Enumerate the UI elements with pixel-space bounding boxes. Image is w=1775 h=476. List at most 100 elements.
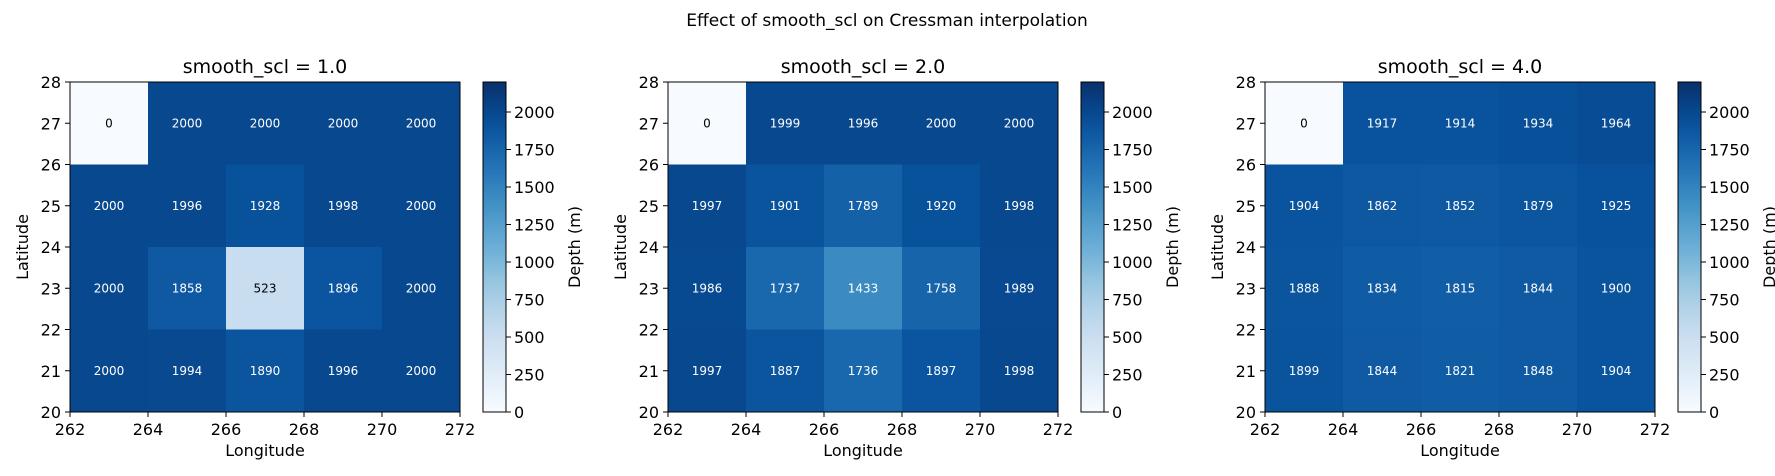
heatmap-cell	[1577, 164, 1656, 248]
heatmap-cell	[1421, 247, 1500, 330]
heatmap-cell	[1421, 82, 1500, 165]
heatmap-cell	[1499, 82, 1578, 165]
y-tick-label: 24	[639, 238, 659, 257]
cell-value-label: 1852	[1445, 199, 1476, 213]
cell-value-label: 1914	[1445, 116, 1476, 130]
heatmap-cell	[980, 247, 1059, 330]
y-tick-label: 21	[639, 362, 659, 381]
panel-title: smooth_scl = 4.0	[1378, 56, 1543, 78]
colorbar-tick-label: 750	[1112, 291, 1143, 310]
colorbar-tick-label: 1000	[1709, 253, 1750, 272]
cell-value-label: 1896	[328, 281, 359, 295]
heatmap-cell	[668, 164, 747, 248]
cell-value-label: 0	[1300, 116, 1308, 130]
heatmap-cell	[1343, 329, 1422, 413]
cell-value-label: 2000	[94, 281, 125, 295]
heatmap-cell	[668, 247, 747, 330]
cell-value-label: 1996	[172, 199, 203, 213]
heatmap-cell	[980, 329, 1059, 413]
y-tick-label: 26	[1236, 156, 1256, 175]
colorbar-tick-label: 500	[514, 328, 545, 347]
y-tick-label: 24	[1236, 238, 1256, 257]
heatmap-cell	[226, 329, 305, 413]
heatmap-cell	[1577, 82, 1656, 165]
cell-value-label: 1920	[926, 199, 957, 213]
heatmap-cell	[902, 164, 981, 248]
heatmap-cell	[824, 82, 903, 165]
heatmap-cell	[1265, 164, 1344, 248]
cell-value-label: 2000	[406, 116, 437, 130]
y-tick-label: 21	[41, 362, 61, 381]
heatmap-cell	[1265, 82, 1344, 165]
cell-value-label: 2000	[94, 199, 125, 213]
heatmap-cell	[304, 82, 383, 165]
heatmap-cell	[1265, 247, 1344, 330]
colorbar-tick-label: 1500	[1112, 178, 1153, 197]
cell-value-label: 1862	[1367, 199, 1398, 213]
heatmap-cell	[824, 164, 903, 248]
y-tick-label: 28	[41, 73, 61, 92]
cell-value-label: 1996	[328, 364, 359, 378]
x-tick-label: 268	[289, 420, 320, 439]
y-tick-label: 23	[41, 279, 61, 298]
y-tick-label: 20	[1236, 403, 1256, 422]
y-tick-label: 25	[639, 197, 659, 216]
x-tick-label: 268	[887, 420, 918, 439]
cell-value-label: 0	[105, 116, 113, 130]
colorbar-tick-label: 2000	[1112, 103, 1153, 122]
heatmap-cell	[746, 164, 825, 248]
cell-value-label: 2000	[926, 116, 957, 130]
y-axis-label: Latitude	[611, 214, 630, 280]
heatmap-cell	[148, 247, 227, 330]
cell-value-label: 1844	[1523, 281, 1554, 295]
heatmap-cell	[70, 164, 149, 248]
cell-value-label: 1890	[250, 364, 281, 378]
x-tick-label: 264	[731, 420, 762, 439]
heatmap-cell	[980, 164, 1059, 248]
heatmap-cell	[304, 247, 383, 330]
y-tick-label: 22	[639, 321, 659, 340]
y-tick-label: 27	[639, 114, 659, 133]
cell-value-label: 1964	[1601, 116, 1632, 130]
x-tick-label: 266	[1406, 420, 1437, 439]
heatmap-cell	[382, 329, 461, 413]
heatmap-cell	[746, 82, 825, 165]
colorbar-label: Depth (m)	[565, 206, 584, 288]
y-tick-label: 28	[1236, 73, 1256, 92]
x-tick-label: 270	[965, 420, 996, 439]
y-tick-label: 25	[1236, 197, 1256, 216]
cell-value-label: 1928	[250, 199, 281, 213]
colorbar-tick-label: 0	[1112, 403, 1122, 422]
cell-value-label: 1887	[770, 364, 801, 378]
cell-value-label: 2000	[328, 116, 359, 130]
cell-value-label: 1848	[1523, 364, 1554, 378]
cell-value-label: 2000	[94, 364, 125, 378]
cell-value-label: 1758	[926, 281, 957, 295]
colorbar-tick-label: 1750	[1709, 141, 1750, 160]
x-tick-label: 270	[1562, 420, 1593, 439]
cell-value-label: 1904	[1289, 199, 1320, 213]
heatmap-cell	[1499, 164, 1578, 248]
colorbar-tick-label: 1250	[514, 216, 555, 235]
y-axis-label: Latitude	[13, 214, 32, 280]
y-tick-label: 21	[1236, 362, 1256, 381]
cell-value-label: 0	[703, 116, 711, 130]
colorbar-tick-label: 1750	[1112, 141, 1153, 160]
cell-value-label: 1998	[328, 199, 359, 213]
cell-value-label: 1997	[692, 199, 723, 213]
y-tick-label: 27	[1236, 114, 1256, 133]
heatmap-cell	[902, 82, 981, 165]
heatmap-cell	[1577, 329, 1656, 413]
heatmap-cell	[382, 247, 461, 330]
x-tick-label: 266	[211, 420, 242, 439]
x-tick-label: 272	[445, 420, 476, 439]
cell-value-label: 1998	[1004, 199, 1035, 213]
y-tick-label: 23	[639, 279, 659, 298]
colorbar-tick-label: 750	[1709, 291, 1740, 310]
heatmap-cell	[746, 247, 825, 330]
heatmap-cell	[1421, 164, 1500, 248]
heatmap-cell	[226, 82, 305, 165]
cell-value-label: 1897	[926, 364, 957, 378]
